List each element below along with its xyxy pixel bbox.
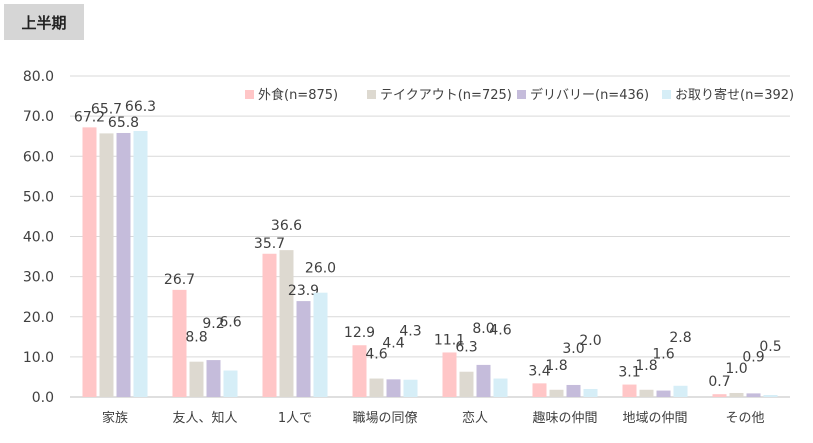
bar (712, 394, 727, 397)
y-tick-label: 0.0 (32, 390, 54, 406)
bar (639, 389, 654, 397)
data-label: 1.8 (635, 358, 657, 374)
data-label: 3.4 (528, 363, 550, 379)
data-label: 26.0 (305, 261, 336, 277)
data-label: 66.3 (125, 99, 156, 115)
bar (729, 392, 744, 397)
bar (313, 292, 328, 397)
bar (262, 253, 277, 397)
data-label: 3.1 (618, 365, 640, 381)
legend-item: デリバリー(n=436) (517, 87, 649, 103)
data-label: 65.8 (108, 115, 139, 131)
bar (476, 364, 491, 397)
bar (622, 384, 637, 397)
legend-label: 外食(n=875) (258, 87, 338, 103)
data-label: 0.5 (759, 339, 781, 355)
bar (369, 378, 384, 397)
data-label: 1.8 (545, 358, 567, 374)
data-label: 4.3 (399, 324, 421, 340)
data-label: 4.4 (382, 335, 404, 351)
bar (296, 301, 311, 397)
x-tick-label: 職場の同僚 (352, 411, 417, 426)
legend-label: テイクアウト(n=725) (380, 88, 512, 103)
bar (763, 394, 778, 397)
data-label: 6.3 (455, 340, 477, 356)
data-label: 0.9 (742, 349, 764, 365)
y-tick-label: 60.0 (23, 149, 54, 165)
legend-swatch (517, 90, 526, 99)
data-label: 35.7 (254, 236, 285, 252)
bar (82, 127, 97, 398)
x-tick-label: 家族 (102, 410, 128, 426)
x-tick-label: 友人、知人 (172, 410, 237, 426)
bar (442, 352, 457, 397)
bar (206, 360, 221, 397)
bar (673, 385, 688, 397)
bar (133, 130, 148, 397)
data-label: 4.6 (489, 323, 511, 339)
data-label: 26.7 (164, 272, 195, 288)
y-tick-label: 20.0 (23, 310, 54, 326)
x-tick-label: 地域の仲間 (622, 411, 687, 426)
y-tick-label: 10.0 (23, 350, 54, 366)
bar (352, 345, 367, 397)
page-title: 上半期 (4, 4, 84, 40)
bar (532, 383, 547, 397)
data-label: 23.9 (288, 283, 319, 299)
bar (459, 371, 474, 397)
y-tick-label: 80.0 (23, 69, 54, 85)
y-tick-label: 30.0 (23, 270, 54, 286)
legend-swatch (367, 90, 376, 99)
bar (172, 289, 187, 397)
bar (583, 388, 598, 397)
bar (279, 250, 294, 397)
data-label: 67.2 (74, 109, 105, 125)
y-tick-label: 50.0 (23, 189, 54, 205)
legend-item: お取り寄せ(n=392) (662, 87, 794, 103)
data-label: 8.8 (185, 330, 207, 346)
data-label: 1.0 (725, 361, 747, 377)
legend-swatch (245, 90, 254, 99)
bar (549, 389, 564, 397)
data-label: 3.0 (562, 341, 584, 357)
bar (223, 370, 238, 397)
data-label: 8.0 (472, 321, 494, 337)
bar (99, 133, 114, 397)
x-tick-label: 恋人 (462, 410, 488, 426)
bar (493, 378, 508, 397)
bar (116, 132, 131, 398)
x-tick-label: 1人で (278, 411, 312, 426)
data-label: 1.6 (652, 347, 674, 363)
data-label: 2.8 (669, 330, 691, 346)
y-tick-label: 40.0 (23, 230, 54, 246)
y-tick-label: 70.0 (23, 109, 54, 125)
legend-swatch (662, 90, 671, 99)
data-label: 11.1 (434, 332, 465, 348)
data-label: 6.6 (219, 315, 241, 331)
x-tick-label: 趣味の仲間 (532, 411, 597, 426)
data-label: 36.6 (271, 218, 302, 234)
bar (656, 390, 671, 397)
x-tick-label: その他 (725, 411, 764, 426)
legend-item: テイクアウト(n=725) (367, 88, 512, 103)
data-label: 12.9 (344, 325, 375, 341)
legend-item: 外食(n=875) (245, 87, 338, 103)
bar (746, 393, 761, 397)
bar (403, 379, 418, 397)
data-label: 65.7 (91, 101, 122, 117)
data-label: 0.7 (708, 374, 730, 390)
legend-label: お取り寄せ(n=392) (675, 87, 794, 103)
bar (189, 361, 204, 397)
data-label: 4.6 (365, 347, 387, 363)
data-label: 2.0 (579, 333, 601, 349)
bar (386, 379, 401, 397)
legend-label: デリバリー(n=436) (530, 87, 649, 103)
bar (566, 384, 581, 397)
data-label: 9.2 (202, 316, 224, 332)
